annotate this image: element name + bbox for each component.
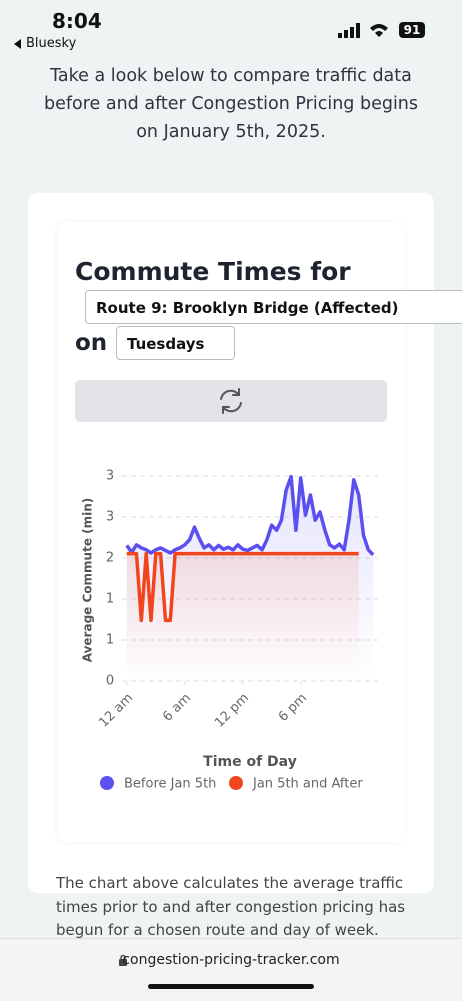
refresh-icon (220, 388, 242, 414)
legend-swatch (229, 776, 243, 790)
x-tick-label: 12 am (96, 691, 136, 731)
url[interactable]: congestion-pricing-tracker.com (122, 952, 340, 968)
signal-wifi (338, 23, 388, 38)
description: The chart above calculates the average t… (56, 874, 406, 939)
line (125, 474, 375, 557)
y-axis-title: Average Commute (min) (81, 498, 95, 663)
line (126, 551, 359, 623)
x-tick-label: 6 am (160, 691, 194, 725)
y-tick-label: 3 (106, 469, 114, 484)
y-tick-label: 0 (106, 674, 114, 689)
lock-icon (119, 954, 127, 966)
y-tick-label: 1 (106, 592, 114, 607)
legend-swatch (100, 776, 114, 790)
intro-text: Take a look below to compare traffic dat… (43, 66, 419, 142)
back-arrow (14, 39, 21, 49)
line-area (126, 553, 359, 681)
status-time: 8:04 (52, 9, 102, 33)
legend-label: Before Jan 5th (124, 777, 216, 792)
battery: 91 (399, 22, 425, 38)
chart: Average Commute (min) Time of Day 0 1 1 2 3 3… (81, 469, 378, 792)
y-tick-label: 2 (106, 551, 114, 566)
on-label: on (75, 330, 108, 356)
y-tick-label: 1 (106, 633, 114, 648)
x-tick-label: 12 pm (212, 691, 252, 731)
route-select[interactable]: Route 9: Brooklyn Bridge (Affected) (85, 290, 462, 324)
legend-label: Jan 5th and After (252, 777, 363, 792)
refresh-button[interactable] (75, 380, 387, 422)
home-indicator (148, 984, 314, 989)
heading: Commute Times for (75, 257, 351, 286)
y-tick-label: 3 (106, 510, 114, 525)
x-tick-label: 6 pm (276, 691, 310, 725)
day-select[interactable]: Tuesdays (116, 326, 235, 360)
back-link[interactable]: Bluesky (26, 36, 77, 51)
url-bar (0, 938, 462, 1001)
x-axis-title: Time of Day (203, 754, 297, 770)
